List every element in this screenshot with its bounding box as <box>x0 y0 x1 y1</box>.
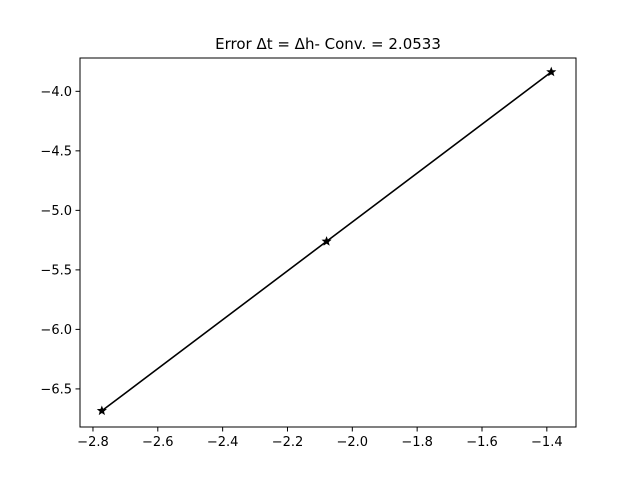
x-tick-label: −1.4 <box>531 435 563 450</box>
y-tick-label: −6.0 <box>40 323 72 338</box>
x-tick-label: −2.2 <box>272 435 304 450</box>
x-tick-label: −2.0 <box>337 435 369 450</box>
x-tick-label: −2.4 <box>207 435 239 450</box>
data-point-marker <box>321 236 332 246</box>
chart-title: Error Δt = Δh- Conv. = 2.0533 <box>215 35 441 53</box>
data-point-marker <box>546 66 557 77</box>
x-tick-label: −1.6 <box>466 435 498 450</box>
y-tick-label: −4.5 <box>40 144 72 159</box>
y-tick-label: −5.5 <box>40 263 72 278</box>
y-tick-label: −5.0 <box>40 204 72 219</box>
x-tick-label: −2.6 <box>142 435 174 450</box>
y-tick-label: −4.0 <box>40 85 72 100</box>
x-tick-label: −2.8 <box>77 435 109 450</box>
data-point-marker <box>96 405 107 416</box>
x-tick-label: −1.8 <box>401 435 433 450</box>
plot-frame <box>79 57 577 428</box>
y-tick-label: −6.5 <box>40 382 72 397</box>
plot-layer: −2.8 −2.6 −2.4 −2.2 −2.0 −1.8 −1.6 −1.4 −6.5 −6.0… <box>40 57 577 450</box>
